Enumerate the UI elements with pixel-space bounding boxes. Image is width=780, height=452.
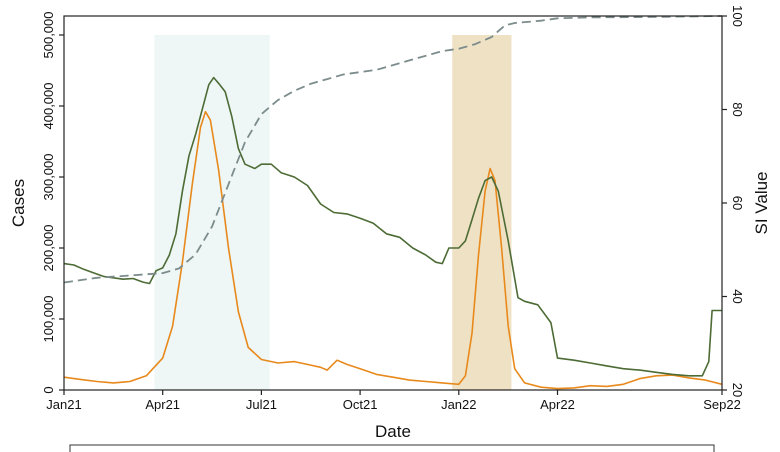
x-tick-label-0: Jan21	[46, 397, 81, 412]
series-lines	[63, 15, 723, 390]
y-tick-label-left-0: 0	[41, 386, 56, 393]
y-tick-label-right-1: 40	[730, 289, 745, 303]
x-tick-label-2: Jul21	[246, 397, 277, 412]
shaded-regions	[154, 35, 512, 390]
x-tick-label-3: Oct21	[343, 397, 378, 412]
y-tick-label-right-4: 100	[730, 5, 745, 27]
y-tick-label-left-5: 500,000	[41, 12, 56, 59]
y-tick-label-left-1: 100,000	[41, 296, 56, 343]
y-axis-title-left: Cases	[9, 179, 28, 227]
x-tick-label-1: Apr21	[145, 397, 180, 412]
axes: Jan21 Apr21 Jul21 Oct21 Jan22 Apr22 Sep22 0 100,…	[41, 5, 745, 412]
y-tick-label-left-3: 300,000	[41, 154, 56, 201]
x-tick-label-5: Apr22	[540, 397, 575, 412]
y-tick-label-left-4: 400,000	[41, 83, 56, 130]
series-line-2	[63, 15, 723, 284]
shaded-region-0	[154, 35, 270, 390]
x-axis-title: Date	[375, 422, 411, 441]
y-tick-label-right-0: 20	[730, 383, 745, 397]
y-tick-label-left-2: 200,000	[41, 225, 56, 272]
legend-frame	[69, 444, 715, 452]
y-tick-label-right-2: 60	[730, 196, 745, 210]
x-tick-label-6: Sep22	[703, 397, 741, 412]
shaded-region-1	[452, 35, 512, 390]
y-axis-title-right: SI Value	[752, 171, 771, 234]
x-tick-label-4: Jan22	[441, 397, 476, 412]
series-line-1	[63, 76, 722, 377]
series-line-0	[63, 110, 723, 390]
y-tick-label-right-3: 80	[730, 102, 745, 116]
